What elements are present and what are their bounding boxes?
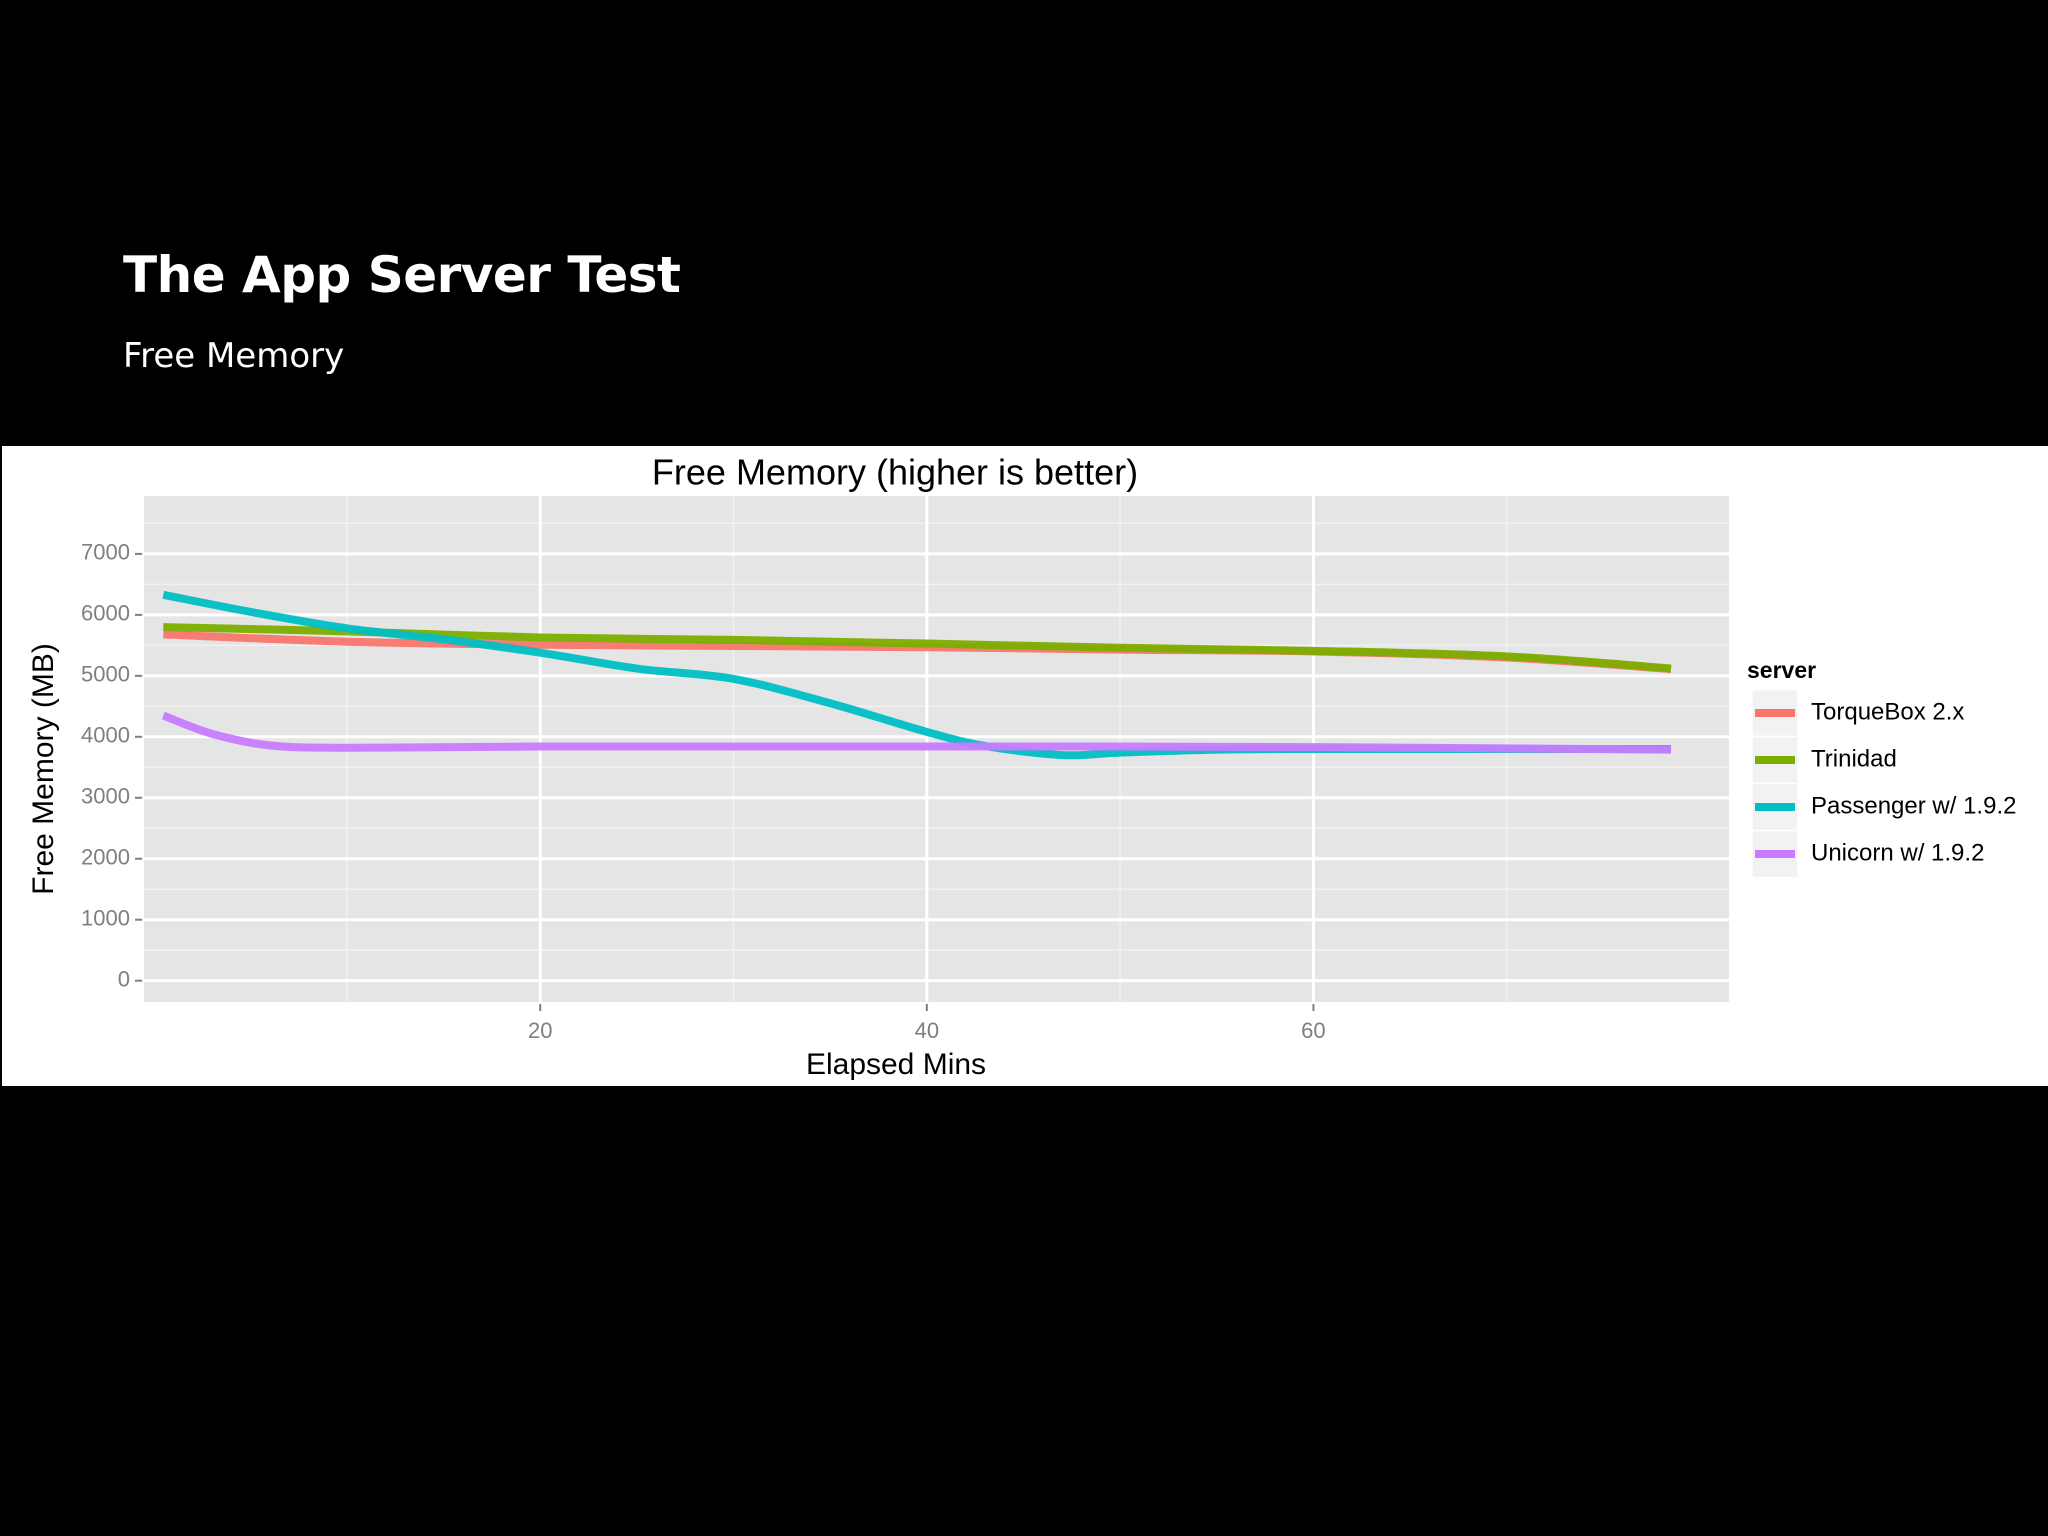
slide-subtitle: Free Memory <box>123 336 345 376</box>
y-tick-label: 1000 <box>81 906 130 931</box>
y-tick-label: 0 <box>118 966 130 991</box>
chart-panel: 0 1000 2000 3000 4000 5000 6000 7000 20 40 60 Fre… <box>2 446 2048 1086</box>
x-tick-label: 20 <box>528 1018 552 1043</box>
series-line-unicorn-w-1-9-2 <box>161 711 1672 754</box>
x-tick-label: 40 <box>915 1018 939 1043</box>
y-axis-title: Free Memory (MB) <box>27 643 60 895</box>
y-tick-label: 5000 <box>81 662 130 687</box>
y-tick-label: 7000 <box>81 540 130 565</box>
y-tick-label: 2000 <box>81 845 130 870</box>
line-chart: 0 1000 2000 3000 4000 5000 6000 7000 20 40 60 Fre… <box>27 452 2017 1081</box>
legend: server TorqueBox 2.x Trinidad Passenger w/… <box>1747 657 2016 879</box>
legend-label: Trinidad <box>1811 745 1897 772</box>
y-tick-label: 4000 <box>81 723 130 748</box>
slide-title: The App Server Test <box>123 246 681 304</box>
y-tick-label: 3000 <box>81 784 130 809</box>
y-tick-label: 6000 <box>81 601 130 626</box>
legend-label: Unicorn w/ 1.9.2 <box>1811 839 1984 866</box>
x-axis: 20 40 60 <box>528 1004 1326 1043</box>
legend-label: TorqueBox 2.x <box>1811 698 1964 725</box>
x-axis-title: Elapsed Mins <box>806 1048 986 1081</box>
chart-title: Free Memory (higher is better) <box>652 452 1138 493</box>
legend-label: Passenger w/ 1.9.2 <box>1811 792 2016 819</box>
legend-items: TorqueBox 2.x Trinidad Passenger w/ 1.9.2 U… <box>1751 688 2016 879</box>
series-lines <box>161 590 1672 760</box>
legend-title: server <box>1747 657 1816 683</box>
y-axis: 0 1000 2000 3000 4000 5000 6000 7000 <box>81 540 142 991</box>
x-tick-label: 60 <box>1301 1018 1325 1043</box>
